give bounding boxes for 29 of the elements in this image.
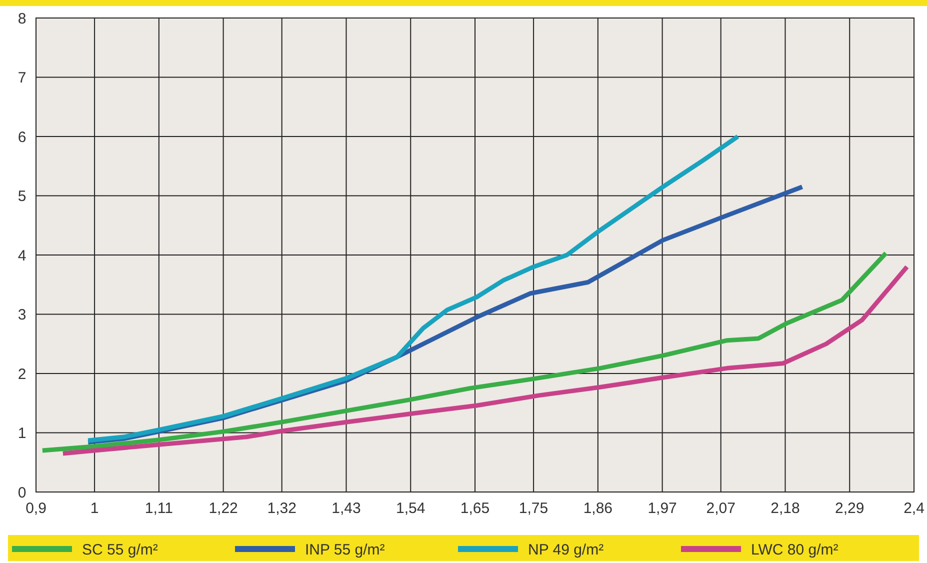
x-tick-label: 1,65 (460, 500, 490, 517)
y-tick-label: 8 (18, 10, 26, 28)
y-tick-label: 2 (18, 366, 26, 383)
x-tick-label: 1,86 (583, 500, 613, 517)
legend-label: INP 55 g/m² (305, 541, 385, 558)
x-tick-label: 1,43 (332, 500, 361, 517)
y-tick-label: 1 (18, 425, 26, 442)
y-tick-label: 4 (18, 247, 26, 264)
x-tick-label: 2,29 (835, 500, 864, 517)
legend-label: SC 55 g/m² (82, 541, 158, 558)
legend-label: NP 49 g/m² (528, 541, 604, 558)
x-tick-label: 1,54 (396, 500, 426, 517)
line-series (86, 134, 740, 443)
x-tick-label: 1,97 (648, 500, 677, 517)
x-tick-label: 1 (90, 500, 99, 517)
y-tick-label: 0 (18, 484, 26, 502)
y-tick-label: 3 (18, 306, 26, 324)
legend-label: LWC 80 g/m² (751, 541, 838, 558)
y-tick-label: 5 (18, 188, 26, 205)
x-tick-label: 1,75 (518, 500, 548, 517)
x-tick-label: 1,11 (144, 500, 173, 517)
x-tick-label: 1,22 (208, 500, 238, 517)
x-tick-label: 2,4 (904, 500, 924, 517)
x-tick-label: 0,9 (26, 500, 46, 517)
x-tick-label: 2,18 (770, 500, 800, 517)
x-tick-label: 2,07 (706, 500, 736, 517)
y-tick-label: 6 (18, 128, 26, 146)
y-tick-label: 7 (18, 70, 26, 86)
x-tick-label: 1,32 (267, 500, 296, 517)
